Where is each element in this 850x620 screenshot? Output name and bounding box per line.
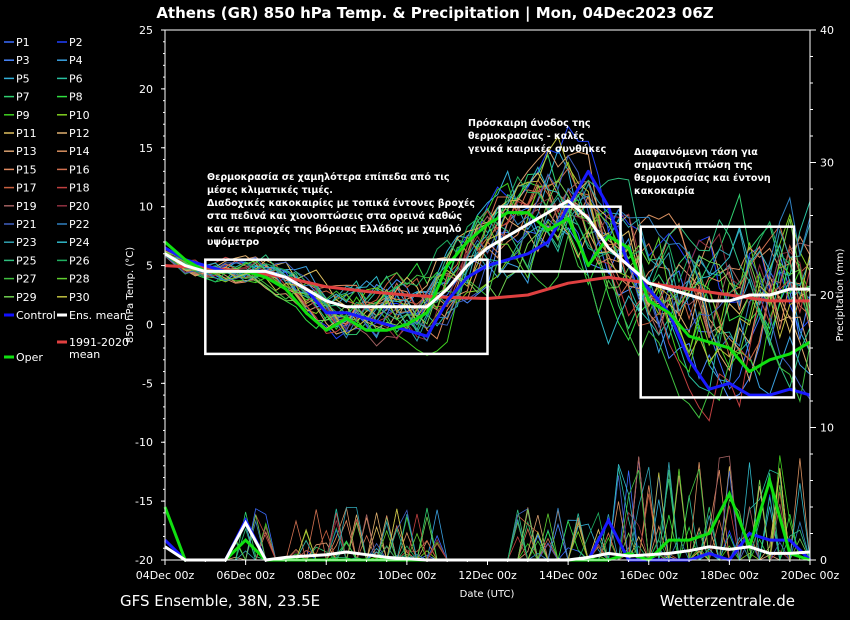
x-tick-label: 20Dec 00z bbox=[781, 569, 840, 582]
legend-label: P5 bbox=[16, 72, 30, 85]
x-tick-label: 18Dec 00z bbox=[700, 569, 759, 582]
y-tick-label: -15 bbox=[135, 495, 153, 508]
legend-label: P11 bbox=[16, 127, 37, 140]
annotation-boxes bbox=[204, 205, 796, 399]
legend-label: P7 bbox=[16, 91, 30, 104]
legend-label: P3 bbox=[16, 54, 30, 67]
y-tick-label: -10 bbox=[135, 436, 153, 449]
footer-source: GFS Ensemble, 38N, 23.5E bbox=[120, 592, 320, 610]
x-tick-label: 12Dec 00z bbox=[458, 569, 517, 582]
annotation-box bbox=[639, 225, 796, 399]
chart-title: Athens (GR) 850 hPa Temp. & Precipitatio… bbox=[156, 4, 713, 23]
y-axis-label: 850 hPa Temp. (°C) bbox=[125, 247, 136, 343]
y-tick-label: 15 bbox=[139, 142, 153, 155]
legend-label: P30 bbox=[69, 291, 90, 304]
member-temp-line bbox=[164, 198, 811, 341]
x-tick-label: 08Dec 00z bbox=[297, 569, 356, 582]
legend-label: P2 bbox=[69, 36, 83, 49]
annotation-text: Διαφαινόμενη τάση για σημαντική πτώση της… bbox=[634, 147, 771, 197]
legend-label: P29 bbox=[16, 291, 37, 304]
legend-label: P14 bbox=[69, 145, 90, 158]
legend-label: P19 bbox=[16, 200, 37, 213]
annotations: Θερμοκρασία σε χαμηλότερα επίπεδα από τι… bbox=[207, 118, 771, 248]
y2-tick-label: 40 bbox=[820, 24, 834, 37]
x-axis-label: Date (UTC) bbox=[460, 589, 515, 600]
legend-label: Ens. mean bbox=[69, 309, 127, 322]
y2-tick-label: 20 bbox=[820, 289, 834, 302]
legend-label: P17 bbox=[16, 182, 37, 195]
y2-axis-label: Precipitation (mm) bbox=[835, 248, 846, 341]
legend-label: P22 bbox=[69, 218, 90, 231]
legend-label: P10 bbox=[69, 109, 90, 122]
legend-label: P21 bbox=[16, 218, 37, 231]
legend-label: P4 bbox=[69, 54, 83, 67]
x-tick-label: 14Dec 00z bbox=[539, 569, 598, 582]
member-temp-line bbox=[164, 177, 811, 389]
x-axis: 04Dec 00z 06Dec 00z 08Dec 00z 10Dec 00z 12De… bbox=[136, 560, 840, 582]
annotation-box bbox=[204, 258, 489, 356]
legend-label: P9 bbox=[16, 109, 30, 122]
legend: P1 P2 P3 P4 P5 P6 P7 P8 P9 P10 P11 P12 P13 P14 P15 P16 P… bbox=[4, 36, 129, 364]
legend-label: P28 bbox=[69, 273, 90, 286]
member-temp-line bbox=[164, 135, 811, 363]
y-axis-right: 0 10 20 30 40 bbox=[810, 24, 834, 567]
y-tick-label: 20 bbox=[139, 83, 153, 96]
legend-label: P15 bbox=[16, 163, 37, 176]
legend-label: Oper bbox=[16, 351, 43, 364]
annotation-text: Πρόσκαιρη άνοδος της θερμοκρασίας - καλές… bbox=[468, 118, 606, 155]
y-tick-label: -20 bbox=[135, 554, 153, 567]
series-line bbox=[164, 211, 811, 374]
y-tick-label: 25 bbox=[139, 24, 153, 37]
legend-label: P18 bbox=[69, 182, 90, 195]
series-line bbox=[164, 199, 810, 309]
y-tick-label: 10 bbox=[139, 201, 153, 214]
y-tick-label: -5 bbox=[142, 377, 153, 390]
legend-label: P8 bbox=[69, 91, 83, 104]
y-axis-left: -20 -15 -10 -5 0 5 10 15 20 25 bbox=[135, 24, 165, 567]
y2-tick-label: 10 bbox=[820, 422, 834, 435]
legend-label: P6 bbox=[69, 72, 83, 85]
legend-label: P27 bbox=[16, 273, 37, 286]
legend-label: P25 bbox=[16, 254, 37, 267]
y2-tick-label: 30 bbox=[820, 157, 834, 170]
legend-label: P12 bbox=[69, 127, 90, 140]
annotation-text: Θερμοκρασία σε χαμηλότερα επίπεδα από τι… bbox=[207, 172, 475, 248]
legend-label: P1 bbox=[16, 36, 30, 49]
legend-label: 1991-2020 mean bbox=[69, 336, 129, 361]
legend-label: P26 bbox=[69, 254, 90, 267]
legend-label: P24 bbox=[69, 236, 90, 249]
legend-label: P13 bbox=[16, 145, 37, 158]
y-tick-label: 0 bbox=[146, 318, 153, 331]
y-tick-label: 5 bbox=[146, 260, 153, 273]
legend-label: P16 bbox=[69, 163, 90, 176]
x-tick-label: 06Dec 00z bbox=[216, 569, 275, 582]
y2-tick-label: 0 bbox=[820, 554, 827, 567]
x-tick-label: 04Dec 00z bbox=[136, 569, 195, 582]
member-temp-line bbox=[164, 166, 811, 346]
legend-label: P23 bbox=[16, 236, 37, 249]
legend-label: Control bbox=[16, 309, 56, 322]
annotation-box bbox=[498, 205, 622, 273]
footer-site: Wetterzentrale.de bbox=[660, 592, 795, 610]
legend-label: P20 bbox=[69, 200, 90, 213]
x-tick-label: 16Dec 00z bbox=[619, 569, 678, 582]
x-tick-label: 10Dec 00z bbox=[378, 569, 437, 582]
